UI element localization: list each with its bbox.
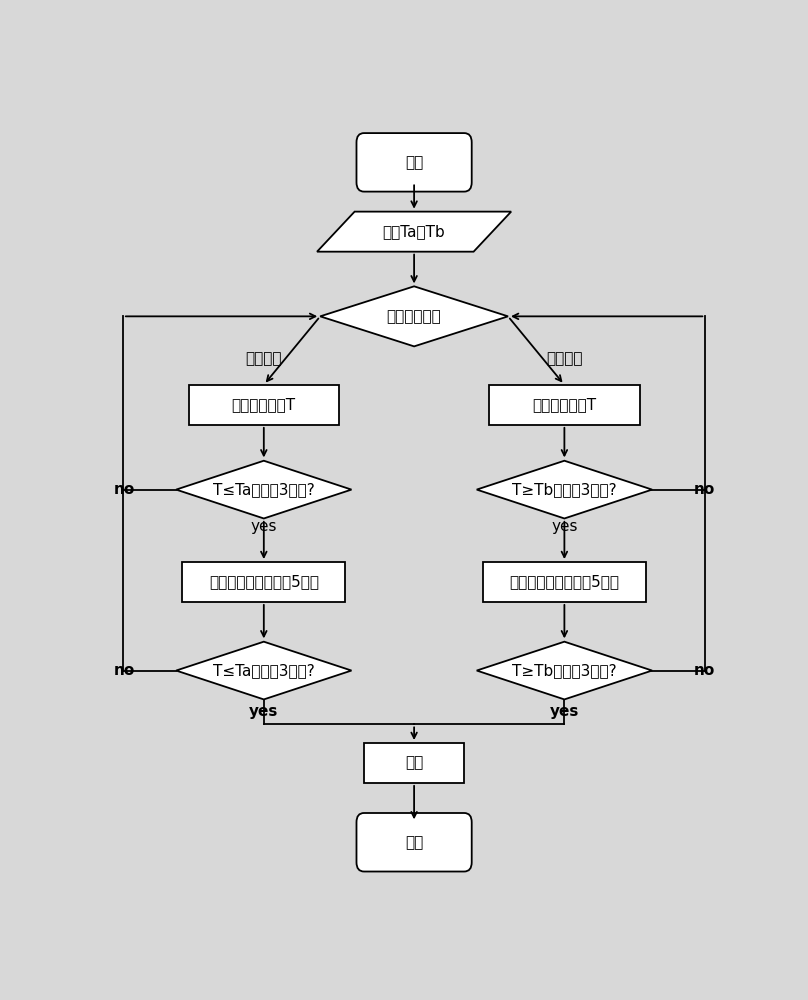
Text: 检测盘管温度T: 检测盘管温度T [532,397,596,412]
Text: no: no [113,663,135,678]
Bar [189,385,339,425]
Polygon shape [176,461,351,518]
Text: T≤Ta且持续3分钟?: T≤Ta且持续3分钟? [213,663,314,678]
Polygon shape [317,212,511,252]
FancyBboxPatch shape [356,133,472,192]
Text: 届内机风扇高速运行5分钟: 届内机风扇高速运行5分钟 [509,574,620,589]
Text: T≥Tb且持续3分钟?: T≥Tb且持续3分钟? [512,663,617,678]
Bar [490,385,640,425]
Text: no: no [693,482,715,497]
Text: 开始: 开始 [405,155,423,170]
Text: T≥Tb且持续3分钟?: T≥Tb且持续3分钟? [512,482,617,497]
Bar [483,562,646,602]
Text: 检测盘管温度T: 检测盘管温度T [232,397,296,412]
Text: yes: yes [549,704,579,719]
Polygon shape [320,286,508,346]
Polygon shape [176,642,351,699]
Text: 判断运行模式: 判断运行模式 [387,309,441,324]
Text: yes: yes [249,704,279,719]
Text: 制冷模式: 制冷模式 [246,351,282,366]
Text: 预设Ta、Tb: 预设Ta、Tb [383,224,445,239]
Text: no: no [693,663,715,678]
Text: no: no [113,482,135,497]
Polygon shape [477,642,652,699]
Text: 制热模式: 制热模式 [546,351,583,366]
Bar [183,562,345,602]
Text: 报警: 报警 [405,755,423,770]
Text: 届内机风扇高速运行5分钟: 届内机风扇高速运行5分钟 [208,574,319,589]
FancyBboxPatch shape [356,813,472,872]
Text: T≤Ta且持续3分钟?: T≤Ta且持续3分钟? [213,482,314,497]
Text: yes: yes [250,519,277,534]
Polygon shape [477,461,652,518]
Text: 结束: 结束 [405,835,423,850]
Text: yes: yes [551,519,578,534]
Bar [364,743,464,783]
